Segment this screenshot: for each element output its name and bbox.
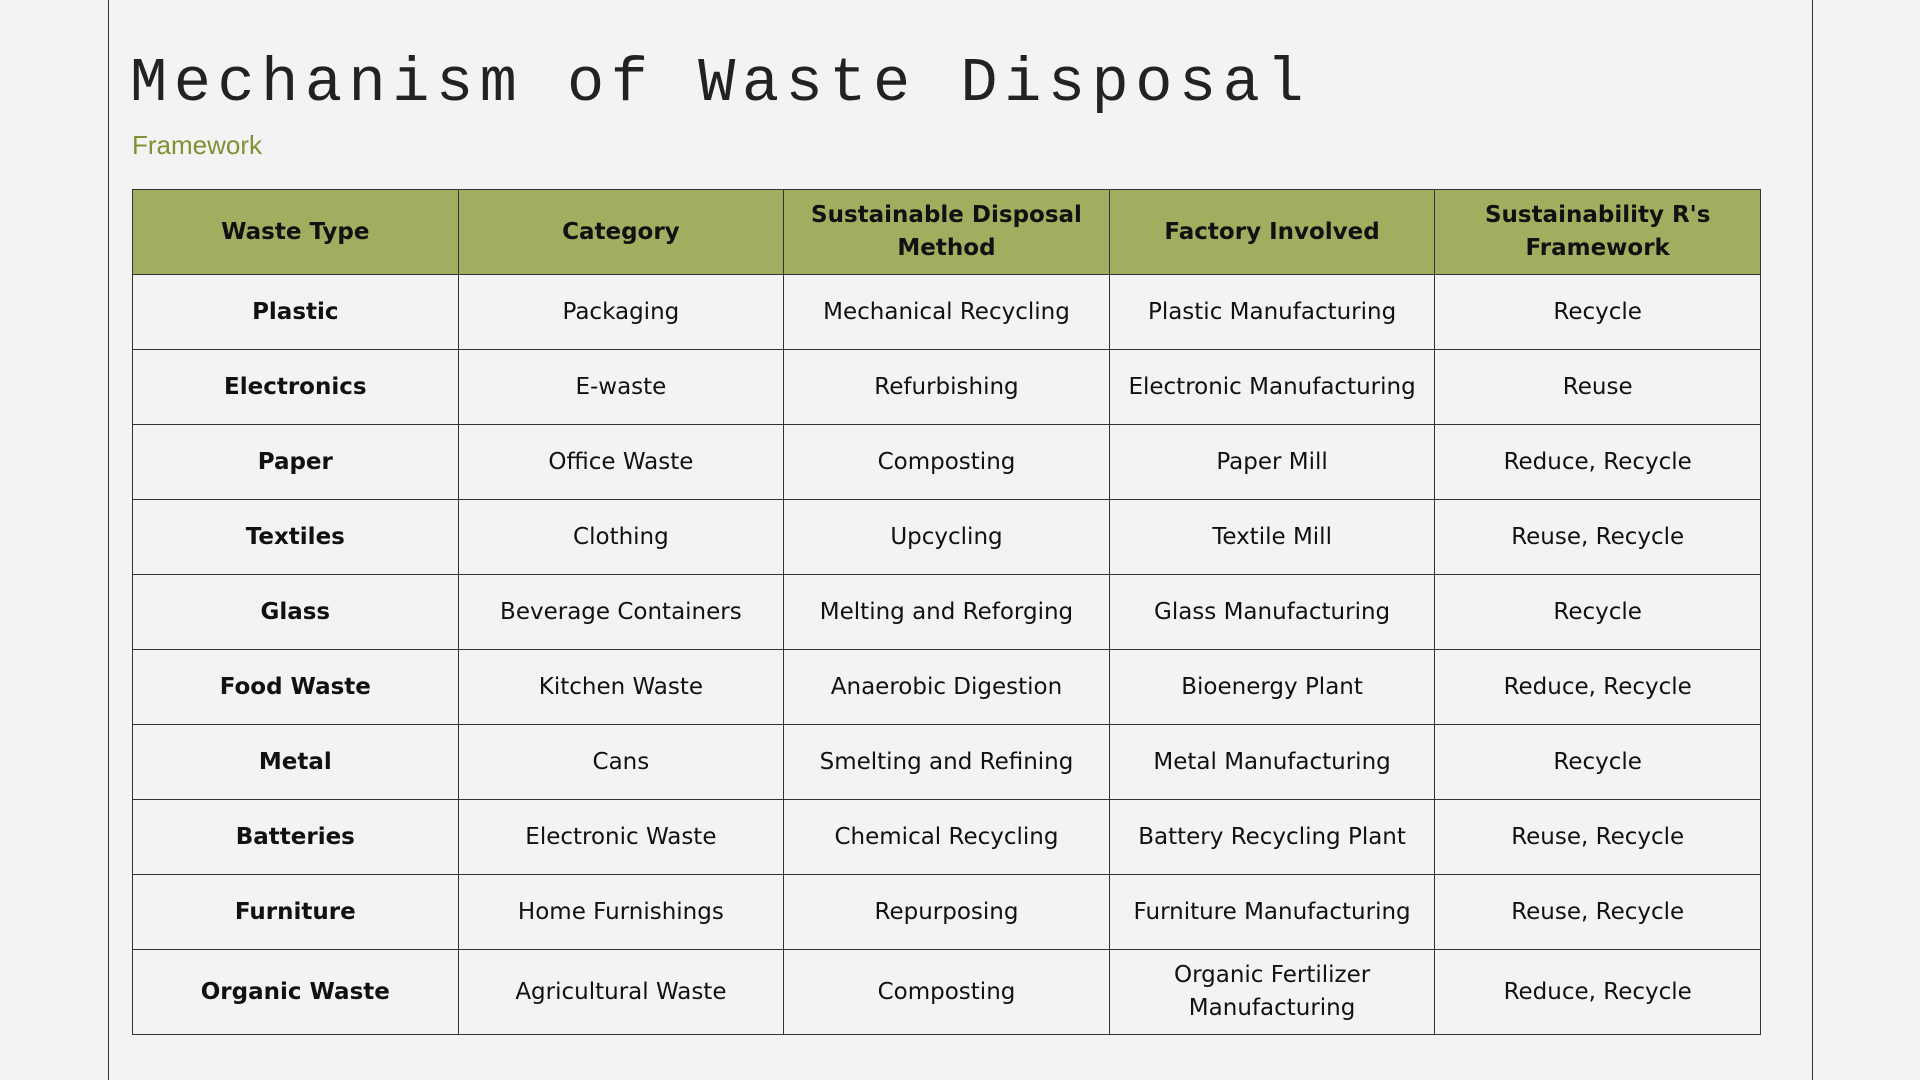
cell-disposal-method: Anaerobic Digestion: [783, 649, 1110, 725]
table-row: Furniture Home Furnishings Repurposing Furn…: [132, 874, 1761, 950]
cell-factory: Textile Mill: [1108, 499, 1436, 575]
cell-factory: Battery Recycling Plant: [1108, 799, 1436, 875]
cell-r-framework: Reuse, Recycle: [1434, 874, 1761, 950]
table-row: Textiles Clothing Upcycling Textile Mill Reu…: [132, 499, 1761, 575]
cell-waste-type: Food Waste: [132, 649, 459, 725]
cell-r-framework: Reduce, Recycle: [1434, 424, 1761, 500]
header-r-framework: Sustainability R's Framework: [1434, 189, 1761, 275]
cell-r-framework: Reuse, Recycle: [1434, 499, 1761, 575]
cell-category: Home Furnishings: [457, 874, 785, 950]
cell-waste-type: Organic Waste: [132, 949, 459, 1035]
cell-factory: Organic Fertilizer Manufacturing: [1108, 949, 1436, 1035]
cell-waste-type: Metal: [132, 724, 459, 800]
cell-category: Beverage Containers: [457, 574, 785, 650]
cell-disposal-method: Repurposing: [783, 874, 1110, 950]
cell-category: Agricultural Waste: [457, 949, 785, 1035]
cell-factory: Paper Mill: [1108, 424, 1436, 500]
cell-disposal-method: Refurbishing: [783, 349, 1110, 425]
cell-category: E-waste: [457, 349, 785, 425]
cell-disposal-method: Composting: [783, 424, 1110, 500]
cell-r-framework: Reduce, Recycle: [1434, 649, 1761, 725]
table-row: Paper Office Waste Composting Paper Mill Red…: [132, 424, 1761, 500]
table-row: Glass Beverage Containers Melting and Refo…: [132, 574, 1761, 650]
cell-waste-type: Paper: [132, 424, 459, 500]
cell-category: Electronic Waste: [457, 799, 785, 875]
cell-waste-type: Furniture: [132, 874, 459, 950]
header-category: Category: [457, 189, 785, 275]
cell-disposal-method: Melting and Reforging: [783, 574, 1110, 650]
table-row: Batteries Electronic Waste Chemical Recycl…: [132, 799, 1761, 875]
page-title: Mechanism of Waste Disposal: [130, 48, 1311, 119]
header-disposal-method: Sustainable Disposal Method: [783, 189, 1110, 275]
cell-category: Cans: [457, 724, 785, 800]
cell-factory: Metal Manufacturing: [1108, 724, 1436, 800]
cell-waste-type: Glass: [132, 574, 459, 650]
cell-disposal-method: Composting: [783, 949, 1110, 1035]
waste-disposal-table: Waste Type Category Sustainable Disposal…: [132, 189, 1761, 1035]
cell-r-framework: Reduce, Recycle: [1434, 949, 1761, 1035]
cell-factory: Glass Manufacturing: [1108, 574, 1436, 650]
cell-factory: Plastic Manufacturing: [1108, 274, 1436, 350]
cell-r-framework: Recycle: [1434, 724, 1761, 800]
table-header-row: Waste Type Category Sustainable Disposal…: [132, 189, 1761, 275]
page-border-left: [108, 0, 109, 1080]
header-factory: Factory Involved: [1108, 189, 1436, 275]
table-row: Organic Waste Agricultural Waste Compostin…: [132, 949, 1761, 1035]
cell-r-framework: Recycle: [1434, 274, 1761, 350]
cell-waste-type: Batteries: [132, 799, 459, 875]
cell-category: Packaging: [457, 274, 785, 350]
cell-r-framework: Reuse, Recycle: [1434, 799, 1761, 875]
cell-r-framework: Recycle: [1434, 574, 1761, 650]
cell-category: Office Waste: [457, 424, 785, 500]
cell-factory: Bioenergy Plant: [1108, 649, 1436, 725]
cell-waste-type: Textiles: [132, 499, 459, 575]
cell-factory: Furniture Manufacturing: [1108, 874, 1436, 950]
cell-disposal-method: Upcycling: [783, 499, 1110, 575]
cell-category: Kitchen Waste: [457, 649, 785, 725]
cell-r-framework: Reuse: [1434, 349, 1761, 425]
header-waste-type: Waste Type: [132, 189, 459, 275]
cell-waste-type: Electronics: [132, 349, 459, 425]
page-border-right: [1812, 0, 1813, 1080]
table-row: Electronics E-waste Refurbishing Electronic…: [132, 349, 1761, 425]
table-row: Plastic Packaging Mechanical Recycling Plas…: [132, 274, 1761, 350]
cell-disposal-method: Mechanical Recycling: [783, 274, 1110, 350]
page-subtitle: Framework: [132, 130, 263, 160]
cell-disposal-method: Chemical Recycling: [783, 799, 1110, 875]
cell-category: Clothing: [457, 499, 785, 575]
cell-disposal-method: Smelting and Refining: [783, 724, 1110, 800]
table-row: Food Waste Kitchen Waste Anaerobic Digesti…: [132, 649, 1761, 725]
cell-waste-type: Plastic: [132, 274, 459, 350]
cell-factory: Electronic Manufacturing: [1108, 349, 1436, 425]
table-row: Metal Cans Smelting and Refining Metal Manu…: [132, 724, 1761, 800]
